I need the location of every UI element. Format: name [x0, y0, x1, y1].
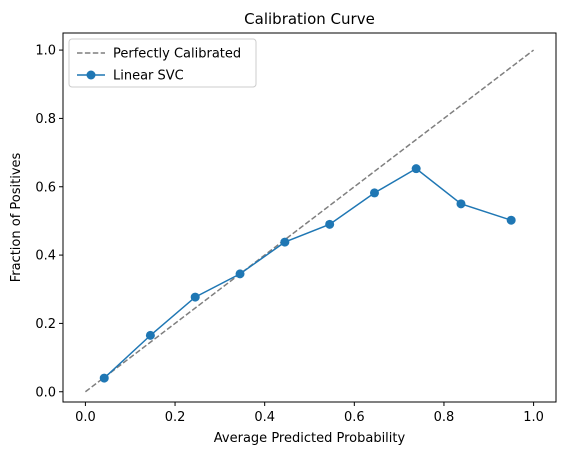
plot-frame — [62, 32, 557, 403]
y-tick-label: 0.0 — [35, 385, 56, 400]
x-tick-label: 0.2 — [165, 410, 186, 425]
data-point — [280, 237, 290, 247]
legend-label: Perfectly Calibrated — [113, 47, 241, 62]
y-tick-label: 0.6 — [35, 180, 56, 195]
y-axis: 0.0 0.2 0.4 0.6 0.8 1.0 — [35, 44, 63, 400]
data-point — [369, 188, 379, 198]
chart-title: Calibration Curve — [244, 10, 375, 28]
x-tick-label: 0.6 — [344, 410, 365, 425]
x-axis-label: Average Predicted Probability — [214, 431, 406, 446]
x-tick-label: 0.0 — [75, 410, 96, 425]
legend-label: Linear SVC — [113, 69, 184, 84]
data-point — [235, 269, 245, 279]
data-point — [190, 292, 200, 302]
plot-area — [62, 32, 557, 403]
legend-marker — [86, 70, 96, 80]
y-tick-label: 0.8 — [35, 112, 56, 127]
perfect-calibration-line — [84, 49, 535, 393]
series-layer — [84, 49, 535, 393]
data-point — [411, 164, 421, 174]
legend-box — [68, 38, 257, 88]
x-tick-label: 0.4 — [254, 410, 275, 425]
data-point — [456, 199, 466, 209]
x-tick-label: 0.8 — [434, 410, 455, 425]
linear-svc-line — [103, 167, 512, 379]
legend: Perfectly Calibrated Linear SVC — [68, 38, 257, 88]
y-tick-label: 1.0 — [35, 44, 56, 59]
x-axis: 0.0 0.2 0.4 0.6 0.8 1.0 — [75, 402, 544, 425]
x-tick-label: 1.0 — [523, 410, 544, 425]
y-tick-label: 0.2 — [35, 317, 56, 332]
y-tick-label: 0.4 — [35, 249, 56, 264]
data-point — [99, 373, 109, 383]
data-point — [145, 330, 155, 340]
data-point — [325, 219, 335, 229]
y-axis-label: Fraction of Positives — [9, 152, 24, 282]
data-point — [506, 215, 516, 225]
